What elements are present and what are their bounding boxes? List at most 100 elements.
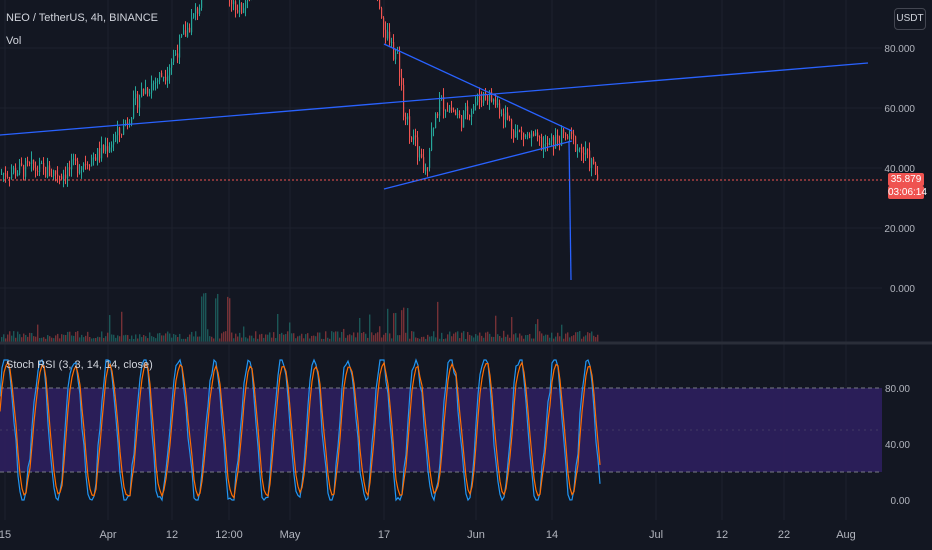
- volume-bar: [43, 337, 45, 342]
- candle-body: [545, 142, 547, 144]
- candle-body: [503, 113, 505, 120]
- candle-body: [119, 127, 121, 135]
- candle-body: [171, 61, 173, 68]
- volume-bar: [497, 334, 499, 342]
- volume-bar: [463, 331, 465, 342]
- volume-bar: [263, 337, 265, 342]
- volume-bar: [141, 337, 143, 342]
- volume-bar: [435, 337, 437, 342]
- stoch-legend[interactable]: Stoch RSI (3, 3, 14, 14, close): [6, 359, 153, 371]
- volume-bar: [309, 338, 311, 342]
- volume-bar: [511, 317, 513, 342]
- volume-bar: [343, 328, 345, 342]
- volume-bar: [481, 335, 483, 342]
- symbol-legend[interactable]: NEO / TetherUS, 4h, BINANCE: [6, 12, 159, 24]
- time-tick-label: 12: [716, 529, 728, 541]
- volume-bar: [483, 337, 485, 342]
- volume-bar: [75, 331, 77, 342]
- volume-bar: [491, 336, 493, 342]
- time-axis[interactable]: 15 Apr 12 12:00 May 17 Jun 14 Jul 12 22 Aug: [0, 529, 856, 541]
- candle-body: [91, 157, 93, 167]
- volume-bar: [205, 292, 207, 342]
- volume-bar: [365, 333, 367, 342]
- candle-body: [9, 177, 11, 179]
- candle-body: [159, 72, 161, 81]
- volume-bar: [183, 338, 185, 342]
- volume-bar: [485, 332, 487, 342]
- volume-bar: [153, 336, 155, 342]
- volume-bar: [325, 331, 327, 342]
- volume-bar: [285, 334, 287, 342]
- volume-bar: [143, 335, 145, 342]
- candle-body: [21, 163, 23, 166]
- candle-body: [385, 29, 387, 39]
- candle-body: [175, 53, 177, 56]
- candle-body: [413, 135, 415, 140]
- volume-bar: [455, 332, 457, 342]
- volume-bar: [35, 336, 37, 342]
- volume-bar: [561, 324, 563, 342]
- volume-bar: [541, 333, 543, 342]
- volume-bar: [139, 334, 141, 342]
- volume-bar: [19, 334, 21, 342]
- candle-body: [573, 134, 575, 137]
- volume-bar: [225, 331, 227, 342]
- volume-bar: [197, 336, 199, 342]
- volume-bar: [185, 338, 187, 342]
- volume-bar: [413, 331, 415, 342]
- candle-body: [53, 170, 55, 176]
- candle-body: [105, 146, 107, 152]
- candle-body: [575, 136, 577, 152]
- volume-bar: [169, 333, 171, 342]
- candle-body: [435, 113, 437, 128]
- candle-body: [131, 117, 133, 124]
- volume-legend[interactable]: Vol: [6, 35, 22, 47]
- volume-bar: [289, 322, 291, 342]
- volume-bar: [375, 333, 377, 342]
- price-axis[interactable]: 80.000 60.000 40.000 20.000 0.000: [884, 44, 915, 295]
- candle-body: [405, 116, 407, 120]
- candle-body: [231, 0, 233, 5]
- candle-body: [527, 134, 529, 136]
- candle-body: [57, 174, 59, 177]
- candle-body: [61, 176, 63, 180]
- candle-body: [535, 132, 537, 136]
- volume-bar: [579, 331, 581, 342]
- candle-body: [247, 0, 249, 1]
- volume-bar: [303, 338, 305, 342]
- candle-body: [71, 159, 73, 170]
- candle-body: [591, 159, 593, 168]
- volume-bar: [543, 335, 545, 342]
- candle-body: [65, 174, 67, 179]
- candle-body: [101, 144, 103, 159]
- volume-bar: [333, 332, 335, 342]
- candle-body: [191, 17, 193, 33]
- volume-bar: [11, 335, 13, 342]
- volume-bar: [203, 293, 205, 342]
- volume-bar: [279, 334, 281, 342]
- candle-body: [63, 174, 65, 180]
- volume-bar: [501, 337, 503, 342]
- candlestick-series[interactable]: [1, 0, 599, 188]
- trendlines[interactable]: [0, 43, 869, 281]
- volume-bar: [7, 334, 9, 342]
- volume-bar: [79, 337, 81, 342]
- stoch-axis[interactable]: 80.00 40.00 0.00: [885, 384, 910, 507]
- volume-bar: [87, 331, 89, 342]
- price-tick-label: 40.000: [884, 164, 915, 175]
- candle-body: [419, 154, 421, 158]
- volume-bar: [341, 331, 343, 342]
- volume-bar: [293, 333, 295, 342]
- candle-body: [23, 165, 25, 177]
- volume-bar: [571, 336, 573, 342]
- stoch-lines[interactable]: [0, 358, 601, 502]
- candle-body: [245, 0, 247, 9]
- volume-bar: [465, 338, 467, 342]
- volume-bar: [135, 334, 137, 342]
- volume-bar: [531, 338, 533, 342]
- volume-bar: [311, 335, 313, 342]
- volume-bar: [533, 338, 535, 342]
- candle-body: [447, 110, 449, 112]
- currency-button[interactable]: USDT: [894, 8, 926, 30]
